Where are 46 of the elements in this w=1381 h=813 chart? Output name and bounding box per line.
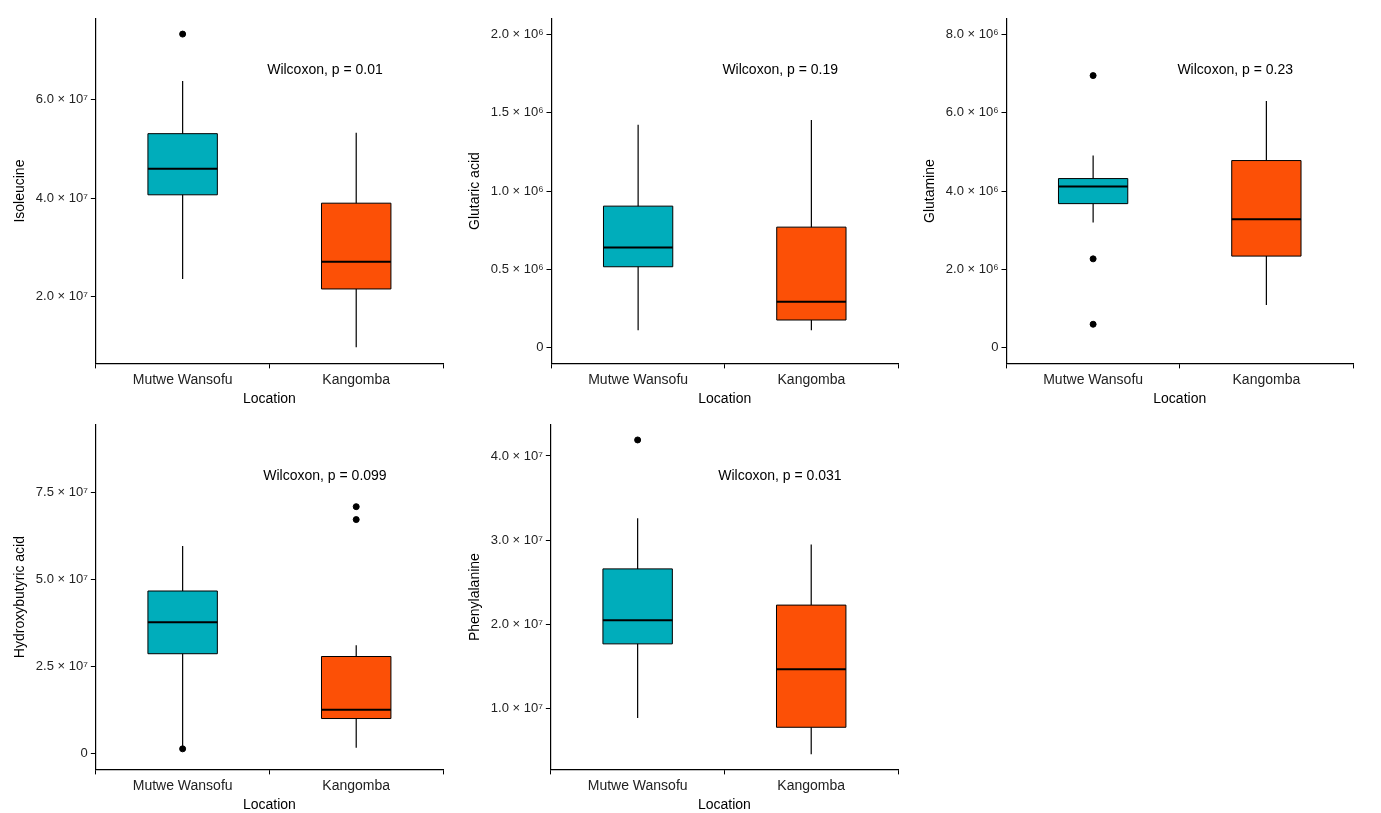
y-tick-label: 2.0 × 10⁶ [945, 261, 999, 276]
x-tick-label: Mutwe Wansofu [1043, 370, 1144, 387]
y-axis-title: Glutamine [921, 158, 938, 224]
y-tick-label: 1.0 × 10⁶ [490, 182, 544, 198]
x-tick-label: Mutwe Wansofu [588, 370, 689, 387]
x-tick-label: Kangomba [1232, 370, 1301, 387]
y-tick-label: 2.0 × 10⁷ [35, 288, 89, 304]
y-tick-label: 6.0 × 10⁷ [35, 91, 89, 107]
y-tick-label: 4.0 × 10⁷ [35, 189, 89, 205]
x-tick-label: Kangomba [322, 776, 391, 793]
y-tick-label: 3.0 × 10⁷ [490, 531, 544, 547]
y-tick-label: 1.5 × 10⁶ [490, 104, 544, 120]
annotation: Wilcoxon, p = 0.01 [267, 61, 383, 78]
annotation: Wilcoxon, p = 0.031 [718, 467, 842, 484]
annotation: Wilcoxon, p = 0.19 [722, 61, 839, 78]
y-tick-label: 2.5 × 10⁷ [35, 658, 89, 674]
y-tick-label: 6.0 × 10⁶ [945, 104, 999, 120]
x-axis-title: Location [242, 390, 296, 407]
y-tick-label: 0 [80, 745, 88, 761]
x-axis-title: Location [242, 796, 296, 813]
x-tick-label: Kangomba [322, 370, 391, 387]
y-tick-label: 0.5 × 10⁶ [490, 261, 544, 276]
y-tick-label: 4.0 × 10⁶ [945, 182, 999, 198]
x-tick-label: Mutwe Wansofu [132, 370, 233, 387]
x-axis-title: Location [698, 390, 752, 407]
x-tick-label: Mutwe Wansofu [587, 776, 688, 793]
y-tick-label: 2.0 × 10⁷ [490, 616, 544, 632]
y-tick-label: 5.0 × 10⁷ [35, 571, 89, 587]
y-axis-title: Hydroxybutyric acid [11, 536, 28, 659]
y-tick-label: 4.0 × 10⁷ [490, 447, 544, 463]
y-tick-label: 1.0 × 10⁷ [490, 700, 544, 716]
x-tick-label: Kangomba [777, 370, 846, 387]
y-tick-label: 7.5 × 10⁷ [35, 483, 89, 499]
y-tick-label: 8.0 × 10⁶ [945, 26, 999, 42]
x-axis-title: Location [697, 796, 751, 813]
y-tick-label: 0 [536, 339, 544, 355]
y-axis-title: Glutaric acid [466, 152, 483, 231]
x-tick-label: Mutwe Wansofu [132, 776, 233, 793]
y-axis-title: Phenylalanine [466, 552, 483, 642]
y-tick-label: 2.0 × 10⁶ [490, 26, 544, 42]
x-tick-label: Kangomba [777, 776, 846, 793]
y-axis-title: Isoleucine [11, 159, 28, 223]
y-tick-label: 0 [991, 339, 999, 355]
annotation: Wilcoxon, p = 0.23 [1177, 61, 1294, 78]
annotation: Wilcoxon, p = 0.099 [263, 467, 387, 484]
x-axis-title: Location [1153, 390, 1207, 407]
